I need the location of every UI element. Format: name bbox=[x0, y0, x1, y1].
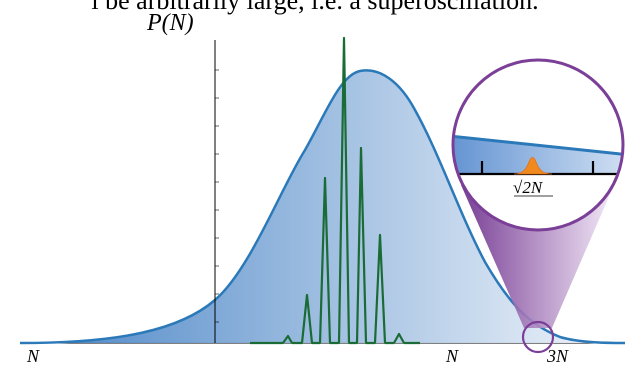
x-tick-label-2: N bbox=[445, 346, 459, 366]
x-tick-label-1: N bbox=[26, 346, 40, 366]
inset-peak bbox=[513, 157, 553, 175]
inset-envelope-fill bbox=[453, 135, 623, 174]
magnifier-small-circle bbox=[521, 320, 555, 354]
y-axis-ticks bbox=[215, 69, 219, 323]
envelope-fill bbox=[20, 70, 625, 344]
inset-border bbox=[451, 58, 625, 232]
inset-label: √2N bbox=[513, 178, 544, 197]
y-axis-label: P(N) bbox=[146, 10, 194, 36]
inset-envelope-curve bbox=[453, 133, 623, 158]
x-tick-label-3: 3N bbox=[546, 346, 569, 366]
caption-fragment: l be arbitrarily large, i.e. a superosci… bbox=[91, 0, 539, 15]
superoscillation-spikes bbox=[250, 36, 420, 345]
